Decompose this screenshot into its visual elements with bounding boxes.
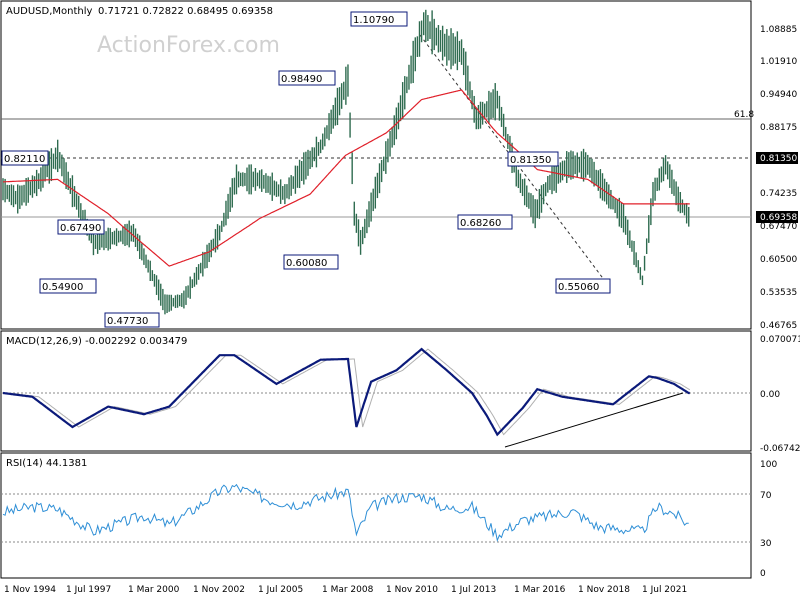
x-tick-label: 1 Jul 1997 <box>66 585 111 595</box>
price-tick-label: 0.74235 <box>760 189 797 199</box>
x-tick-label: 1 Nov 2018 <box>578 585 630 595</box>
macd-line <box>2 347 690 437</box>
price-tick-label: 0.60500 <box>760 255 797 265</box>
price-bars <box>2 9 690 315</box>
annotation-label: 0.68260 <box>460 218 501 229</box>
x-tick-label: 1 Mar 2000 <box>128 585 180 595</box>
ohlc-readout: 0.71721 0.72822 0.68495 0.69358 <box>98 6 273 17</box>
current-price-tag-text: 0.69358 <box>760 213 797 223</box>
x-tick-label: 1 Mar 2016 <box>514 585 566 595</box>
rsi-panel-frame <box>0 452 752 579</box>
macd-tick-label: -0.067423 <box>760 444 800 454</box>
price-tick-label: 0.67470 <box>760 222 797 232</box>
price-tick-label: 1.08885 <box>760 25 797 35</box>
annotation-label: 0.47730 <box>107 316 148 327</box>
x-tick-label: 1 Jul 2013 <box>451 585 496 595</box>
x-tick-label: 1 Nov 2002 <box>193 585 245 595</box>
resistance-price-tag-text: 0.81350 <box>760 154 797 164</box>
x-tick-label: 1 Jul 2005 <box>258 585 303 595</box>
current-price-tag <box>756 211 798 223</box>
chart-title: AUDUSD,Monthly <box>6 6 93 17</box>
rsi-line <box>2 483 689 543</box>
watermark: ActionForex.com <box>97 33 280 58</box>
x-axis: 1 Nov 1994 1 Jul 1997 1 Mar 2000 1 Nov 2… <box>4 585 687 595</box>
macd-tick-label: 0.00 <box>760 390 780 400</box>
rsi-title: RSI(14) 44.1381 <box>6 458 87 469</box>
annotation-label: 0.81350 <box>510 155 551 166</box>
annotation-label: 0.67490 <box>60 223 101 234</box>
annotation-label: 0.54900 <box>42 282 83 293</box>
price-tick-label: 0.94940 <box>760 90 797 100</box>
rsi-tick-label: 30 <box>760 539 772 549</box>
x-tick-label: 1 Nov 2010 <box>386 585 438 595</box>
price-y-axis: 1.08885 1.01910 0.94940 0.88175 0.74235 … <box>760 25 797 331</box>
annotation-boxes: 1.10790 0.98490 0.82110 0.81350 0.68260 … <box>1 11 611 328</box>
annotation-label: 0.82110 <box>4 154 45 165</box>
x-tick-label: 1 Nov 1994 <box>4 585 56 595</box>
annotation-label: 1.10790 <box>353 15 394 26</box>
price-tick-label: 0.53535 <box>760 288 797 298</box>
price-tick-label: 1.01910 <box>760 57 797 67</box>
macd-panel-frame <box>0 330 752 452</box>
rsi-tick-label: 70 <box>760 491 772 501</box>
resistance-price-tag <box>756 152 798 164</box>
macd-tick-label: 0.070071 <box>760 335 800 345</box>
rsi-tick-label: 100 <box>760 460 777 470</box>
fib-label: 61.8 <box>734 110 754 120</box>
x-tick-label: 1 Jul 2021 <box>642 585 687 595</box>
rsi-tick-label: 0 <box>760 569 766 579</box>
x-tick-label: 1 Mar 2008 <box>322 585 374 595</box>
annotation-label: 0.55060 <box>558 282 599 293</box>
price-panel-frame <box>0 0 752 330</box>
macd-title: MACD(12,26,9) -0.002292 0.003479 <box>6 336 187 347</box>
annotation-label: 0.98490 <box>281 74 322 85</box>
moving-average-line <box>2 89 690 267</box>
price-tick-label: 0.46765 <box>760 321 797 331</box>
price-tick-label: 0.88175 <box>760 123 797 133</box>
annotation-label: 0.60080 <box>286 258 327 269</box>
macd-support-trendline <box>504 392 684 448</box>
